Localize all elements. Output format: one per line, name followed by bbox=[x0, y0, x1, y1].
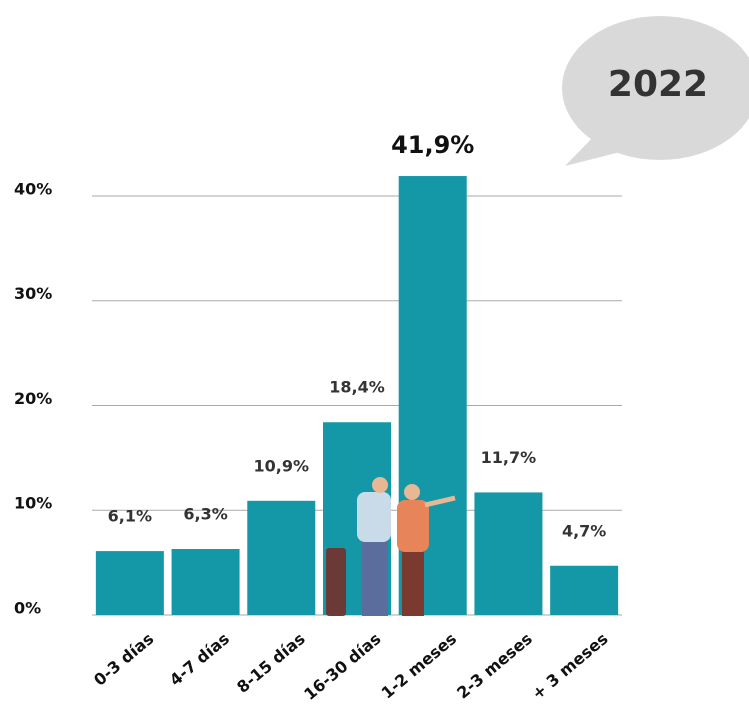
y-tick-label: 0% bbox=[14, 599, 41, 618]
x-tick-label: 1-2 meses bbox=[378, 629, 461, 703]
bubble-shape bbox=[562, 16, 749, 160]
value-label: 11,7% bbox=[481, 448, 537, 467]
x-tick-label: 4-7 días bbox=[166, 629, 233, 690]
value-label: 6,3% bbox=[183, 505, 227, 524]
speech-bubble: 2022 bbox=[562, 16, 749, 166]
x-tick-label: 0-3 días bbox=[90, 629, 157, 690]
travelers-illustration bbox=[326, 477, 456, 616]
value-label: 10,9% bbox=[254, 456, 310, 475]
bar bbox=[171, 549, 240, 615]
value-label: 6,1% bbox=[108, 507, 152, 526]
x-tick-label: + 3 meses bbox=[528, 629, 612, 703]
value-label: 41,9% bbox=[391, 131, 474, 159]
x-tick-label: 16-30 días bbox=[300, 629, 384, 704]
bar bbox=[95, 551, 164, 615]
bubble-tail bbox=[565, 130, 628, 166]
bar bbox=[247, 500, 316, 615]
y-tick-label: 40% bbox=[14, 179, 52, 198]
bar bbox=[474, 492, 543, 615]
value-label: 4,7% bbox=[562, 521, 606, 540]
year-label: 2022 bbox=[608, 64, 708, 105]
value-label: 18,4% bbox=[329, 378, 385, 397]
y-tick-label: 10% bbox=[14, 494, 52, 513]
y-tick-label: 20% bbox=[14, 389, 52, 408]
bar bbox=[550, 565, 619, 615]
y-tick-label: 30% bbox=[14, 284, 52, 303]
x-tick-label: 8-15 días bbox=[233, 629, 309, 697]
x-tick-label: 2-3 meses bbox=[453, 629, 536, 703]
